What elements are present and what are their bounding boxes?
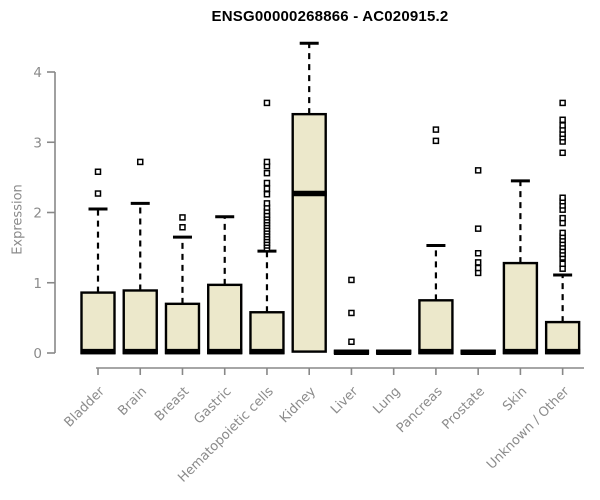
outlier-hematopoietic-cells xyxy=(263,158,271,166)
outlier-pancreas xyxy=(432,137,440,145)
x-tick-label-text: Bladder xyxy=(62,384,109,431)
outlier-prostate xyxy=(474,264,482,272)
outlier-bladder xyxy=(94,168,102,176)
outlier-prostate xyxy=(474,259,482,266)
outlier-unknown-other xyxy=(559,260,566,268)
box-kidney xyxy=(291,112,327,353)
chart-title: ENSG00000268866 - AC020915.2 xyxy=(211,8,449,25)
outlier-bladder xyxy=(94,190,102,197)
y-tick-label: 1 xyxy=(33,276,42,292)
outlier-unknown-other xyxy=(559,229,566,237)
outlier-hematopoietic-cells xyxy=(263,179,271,187)
box-breast xyxy=(164,302,201,355)
box-brain xyxy=(122,289,158,355)
outlier-unknown-other xyxy=(559,122,566,129)
outlier-breast xyxy=(179,224,186,231)
outlier-hematopoietic-cells xyxy=(263,190,271,198)
outlier-liver xyxy=(348,309,355,317)
y-tick-label: 3 xyxy=(33,135,42,151)
outlier-hematopoietic-cells xyxy=(263,99,271,107)
x-tick-label-text: Brain xyxy=(115,384,150,419)
y-tick-label: 0 xyxy=(33,346,42,362)
x-tick-label-text: Gastric xyxy=(191,384,234,427)
y-tick-label: 2 xyxy=(33,206,42,222)
box-skin xyxy=(502,261,539,355)
box-unknown-other xyxy=(544,320,581,355)
box-hematopoietic-cells xyxy=(249,311,285,355)
box-pancreas xyxy=(418,299,454,355)
x-tick-label-text: Liver xyxy=(328,384,362,418)
x-tick-label-breast: Breast xyxy=(152,384,192,424)
outlier-unknown-other xyxy=(559,149,566,157)
x-tick-label-liver: Liver xyxy=(328,384,362,418)
outlier-unknown-other xyxy=(559,116,566,124)
x-tick-label-text: Kidney xyxy=(277,384,319,426)
x-tick-label-prostate: Prostate xyxy=(440,384,488,432)
x-tick-label-lung: Lung xyxy=(370,384,403,417)
outlier-prostate xyxy=(474,225,482,232)
x-tick-label-pancreas: Pancreas xyxy=(394,384,446,436)
box-bladder xyxy=(80,291,116,355)
box-gastric xyxy=(207,283,243,355)
y-tick-label: 4 xyxy=(33,65,42,81)
x-tick-label-brain: Brain xyxy=(115,384,150,419)
outlier-hematopoietic-cells xyxy=(263,185,271,192)
x-tick-label-text: Prostate xyxy=(440,384,488,432)
x-tick-label-text: Pancreas xyxy=(394,384,446,436)
outlier-liver xyxy=(348,338,355,346)
x-tick-label-gastric: Gastric xyxy=(191,384,234,427)
x-tick-label-skin: Skin xyxy=(500,384,530,414)
x-tick-label-text: Lung xyxy=(370,384,403,417)
outlier-pancreas xyxy=(432,126,440,133)
outlier-hematopoietic-cells xyxy=(263,200,271,207)
outlier-brain xyxy=(136,158,144,166)
outlier-hematopoietic-cells xyxy=(263,169,271,177)
outlier-prostate xyxy=(474,249,482,257)
x-tick-label-text: Unknown / Other xyxy=(484,384,573,473)
x-tick-label-text: Skin xyxy=(500,384,530,414)
outlier-liver xyxy=(348,276,355,284)
x-tick-label-kidney: Kidney xyxy=(277,384,319,426)
x-tick-label-bladder: Bladder xyxy=(62,384,109,431)
outlier-unknown-other xyxy=(559,214,566,222)
outlier-unknown-other xyxy=(559,194,566,201)
outlier-prostate xyxy=(474,167,482,174)
x-tick-label-text: Breast xyxy=(152,384,192,424)
x-tick-label-unknown-other: Unknown / Other xyxy=(484,384,573,473)
outlier-breast xyxy=(179,214,186,221)
outlier-unknown-other xyxy=(559,99,566,107)
